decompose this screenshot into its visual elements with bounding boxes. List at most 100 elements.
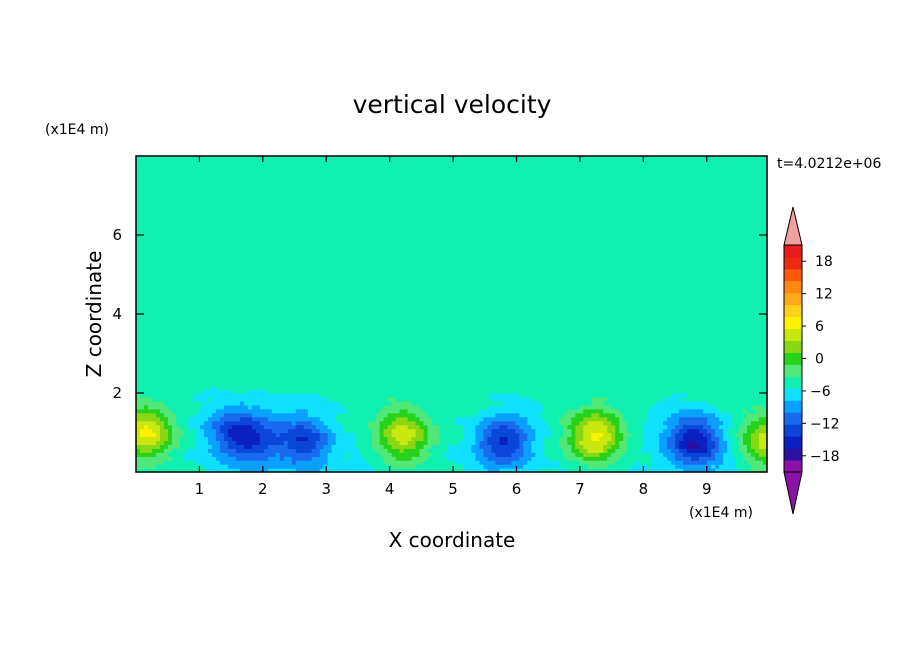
field-cell — [267, 353, 273, 359]
field-cell — [223, 432, 229, 438]
field-cell — [543, 432, 548, 438]
field-cell — [299, 393, 305, 398]
field-cell — [747, 444, 752, 449]
field-cell — [455, 424, 461, 430]
field-cell — [383, 420, 389, 426]
field-cell — [211, 424, 217, 430]
field-cell — [239, 349, 245, 355]
field-cell — [227, 460, 233, 465]
field-cell — [163, 385, 169, 390]
field-cell — [707, 404, 712, 410]
field-cell — [295, 377, 301, 382]
field-cell — [567, 468, 572, 473]
field-cell — [607, 373, 612, 378]
field-cell — [407, 444, 413, 449]
field-cell — [419, 468, 425, 473]
field-cell — [583, 432, 588, 438]
field-cell — [691, 452, 696, 457]
field-cell — [659, 444, 664, 449]
field-cell — [295, 385, 301, 390]
field-cell — [735, 428, 740, 434]
field-cell — [339, 393, 345, 398]
field-cell — [671, 393, 676, 398]
field-cell — [259, 389, 265, 394]
field-cell — [763, 460, 768, 465]
field-cell — [399, 424, 405, 430]
field-cell — [167, 357, 173, 362]
field-cell — [291, 452, 297, 457]
field-cell — [563, 357, 568, 362]
field-cell — [651, 361, 656, 366]
field-cell — [647, 365, 652, 370]
field-cell — [151, 369, 157, 374]
field-cell — [243, 393, 249, 398]
field-cell — [751, 440, 756, 445]
field-cell — [147, 400, 153, 406]
field-cell — [679, 373, 684, 378]
field-cell — [415, 412, 421, 418]
field-cell — [707, 436, 712, 441]
field-cell — [615, 381, 620, 386]
field-cell — [587, 369, 592, 374]
field-cell — [351, 452, 357, 457]
field-cell — [443, 396, 449, 402]
field-cell — [739, 464, 744, 469]
field-cell — [691, 381, 696, 386]
field-cell — [647, 400, 652, 406]
field-cell — [359, 460, 365, 465]
field-cell — [507, 412, 512, 418]
field-cell — [243, 408, 249, 414]
field-cell — [631, 444, 636, 449]
field-cell — [307, 412, 313, 418]
field-cell — [627, 381, 632, 386]
field-cell — [163, 464, 169, 469]
field-cell — [543, 452, 548, 457]
field-cell — [519, 408, 524, 414]
field-cell — [527, 436, 532, 441]
field-cell — [715, 412, 720, 418]
field-cell — [355, 452, 361, 457]
field-cell — [751, 400, 756, 406]
field-cell — [523, 385, 528, 390]
field-cell — [423, 460, 429, 465]
field-cell — [187, 460, 193, 465]
field-cell — [136, 440, 141, 445]
field-cell — [415, 400, 421, 406]
field-cell — [167, 400, 173, 406]
field-cell — [723, 349, 728, 355]
field-cell — [719, 365, 724, 370]
field-cell — [207, 428, 213, 434]
field-cell — [759, 416, 764, 422]
field-cell — [471, 389, 477, 394]
field-cell — [675, 396, 680, 402]
field-cell — [243, 369, 249, 374]
field-cell — [763, 436, 768, 441]
field-cell — [615, 452, 620, 457]
field-cell — [471, 436, 477, 441]
field-cell — [519, 385, 524, 390]
field-cell — [475, 361, 481, 366]
field-cell — [259, 385, 265, 390]
field-cell — [683, 424, 688, 430]
field-cell — [623, 349, 628, 355]
field-cell — [599, 361, 604, 366]
field-cell — [231, 365, 237, 370]
field-cell — [531, 381, 536, 386]
field-cell — [611, 396, 616, 402]
field-cell — [435, 412, 441, 418]
field-cell — [251, 353, 257, 359]
field-cell — [147, 452, 153, 457]
field-cell — [575, 456, 580, 461]
field-cell — [339, 389, 345, 394]
field-cell — [287, 345, 293, 351]
field-cell — [711, 460, 716, 465]
field-cell — [207, 361, 213, 366]
field-cell — [635, 349, 640, 355]
field-cell — [219, 369, 225, 374]
field-cell — [743, 389, 748, 394]
field-cell — [423, 373, 429, 378]
field-cell — [555, 424, 560, 430]
field-cell — [183, 444, 189, 449]
field-cell — [143, 369, 149, 374]
field-cell — [275, 369, 281, 374]
